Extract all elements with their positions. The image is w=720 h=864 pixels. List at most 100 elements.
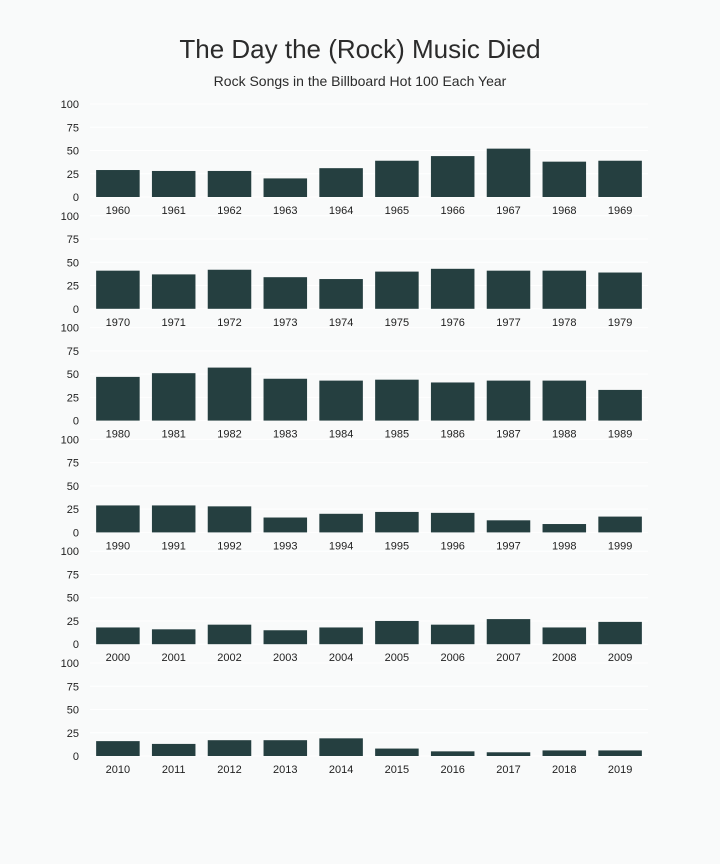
x-tick-label: 1983 [273, 429, 297, 441]
bar [263, 630, 308, 645]
x-tick-label: 1973 [273, 317, 297, 329]
bar [542, 270, 587, 309]
x-tick-label: 2011 [162, 764, 186, 776]
bar [542, 524, 587, 533]
x-tick-label: 1960 [106, 205, 130, 217]
x-tick-label: 1998 [552, 540, 576, 552]
bar [319, 627, 363, 645]
x-tick-label: 1997 [496, 540, 520, 552]
x-tick-label: 2013 [273, 764, 297, 776]
bar [151, 505, 196, 533]
x-tick-label: 1999 [608, 540, 632, 552]
x-tick-label: 1980 [106, 429, 130, 441]
y-tick-label: 0 [73, 527, 79, 539]
x-tick-label: 1990 [106, 540, 130, 552]
bar [542, 627, 587, 645]
bar [430, 512, 475, 533]
x-tick-label: 2015 [385, 764, 409, 776]
x-tick-label: 2016 [440, 764, 464, 776]
bar [430, 156, 475, 197]
x-tick-label: 2000 [106, 652, 130, 664]
y-tick-label: 75 [67, 122, 79, 134]
bar [263, 178, 308, 197]
x-tick-label: 1979 [608, 317, 632, 329]
x-tick-label: 1976 [440, 317, 464, 329]
bar [151, 743, 196, 756]
y-tick-label: 75 [67, 346, 79, 358]
bar [542, 161, 587, 197]
y-tick-label: 25 [67, 281, 79, 293]
bar [263, 517, 308, 533]
chart-title: The Day the (Rock) Music Died [179, 34, 541, 64]
y-tick-label: 100 [61, 658, 79, 670]
x-tick-label: 1978 [552, 317, 576, 329]
x-tick-label: 1968 [552, 205, 576, 217]
y-tick-label: 100 [61, 323, 79, 335]
x-tick-label: 2008 [552, 652, 576, 664]
bar [319, 279, 363, 309]
bar [319, 738, 363, 756]
x-tick-label: 2010 [106, 764, 130, 776]
bar [375, 271, 419, 309]
x-tick-label: 2003 [273, 652, 297, 664]
bar [486, 752, 531, 756]
bar [486, 148, 531, 197]
bar [263, 378, 308, 421]
x-tick-label: 1994 [329, 540, 353, 552]
x-tick-label: 1991 [161, 540, 185, 552]
bar [598, 389, 642, 421]
bar [151, 274, 196, 309]
bar [542, 750, 587, 756]
y-tick-label: 50 [67, 257, 79, 269]
y-tick-label: 50 [67, 593, 79, 605]
chart-panel: 0 25 50 75 100 1960 1961 1962 1963 1964 1965 1966 19… [61, 99, 648, 217]
y-tick-label: 100 [61, 211, 79, 223]
x-tick-label: 1981 [161, 429, 185, 441]
bar [151, 373, 196, 421]
bar [319, 168, 363, 197]
y-tick-label: 75 [67, 234, 79, 246]
x-tick-label: 1969 [608, 205, 632, 217]
chart-panel: 0 25 50 75 100 2000 2001 2002 2003 2004 2005 2006 20… [61, 546, 648, 664]
y-tick-label: 25 [67, 616, 79, 628]
chart-panel: 0 25 50 75 100 1990 1991 1992 1993 1994 1995 1996 19… [61, 434, 648, 552]
x-tick-label: 2012 [217, 764, 241, 776]
y-tick-label: 0 [73, 416, 79, 428]
bar [598, 621, 642, 645]
bar [319, 380, 363, 421]
x-tick-label: 1972 [217, 317, 241, 329]
y-tick-label: 25 [67, 728, 79, 740]
x-tick-label: 1992 [217, 540, 241, 552]
bar [319, 513, 363, 533]
bar [96, 170, 140, 197]
x-tick-label: 2001 [161, 652, 185, 664]
bar [207, 269, 252, 309]
chart-panel: 0 25 50 75 100 2010 2011 2012 2013 2014 2015 2016 20… [61, 658, 648, 776]
x-tick-label: 2014 [329, 764, 353, 776]
y-tick-label: 100 [61, 99, 79, 111]
bar [375, 160, 419, 197]
bar [486, 619, 531, 645]
y-tick-label: 25 [67, 504, 79, 516]
bar [207, 740, 252, 756]
bar [207, 624, 252, 645]
bar [486, 520, 531, 533]
x-tick-label: 2004 [329, 652, 353, 664]
y-tick-label: 0 [73, 192, 79, 204]
bar [375, 511, 419, 533]
y-tick-label: 50 [67, 705, 79, 717]
x-tick-label: 1977 [496, 317, 520, 329]
y-tick-label: 50 [67, 481, 79, 493]
y-tick-label: 50 [67, 146, 79, 158]
bar [96, 270, 140, 309]
x-tick-label: 1971 [161, 317, 185, 329]
x-tick-label: 2009 [608, 652, 632, 664]
x-tick-label: 1984 [329, 429, 353, 441]
x-tick-label: 1963 [273, 205, 297, 217]
chart-panel: 0 25 50 75 100 1970 1971 1972 1973 1974 1975 1976 19… [61, 211, 648, 329]
bar [207, 367, 252, 421]
x-tick-label: 1989 [608, 429, 632, 441]
bar [96, 627, 140, 645]
x-tick-label: 2006 [440, 652, 464, 664]
